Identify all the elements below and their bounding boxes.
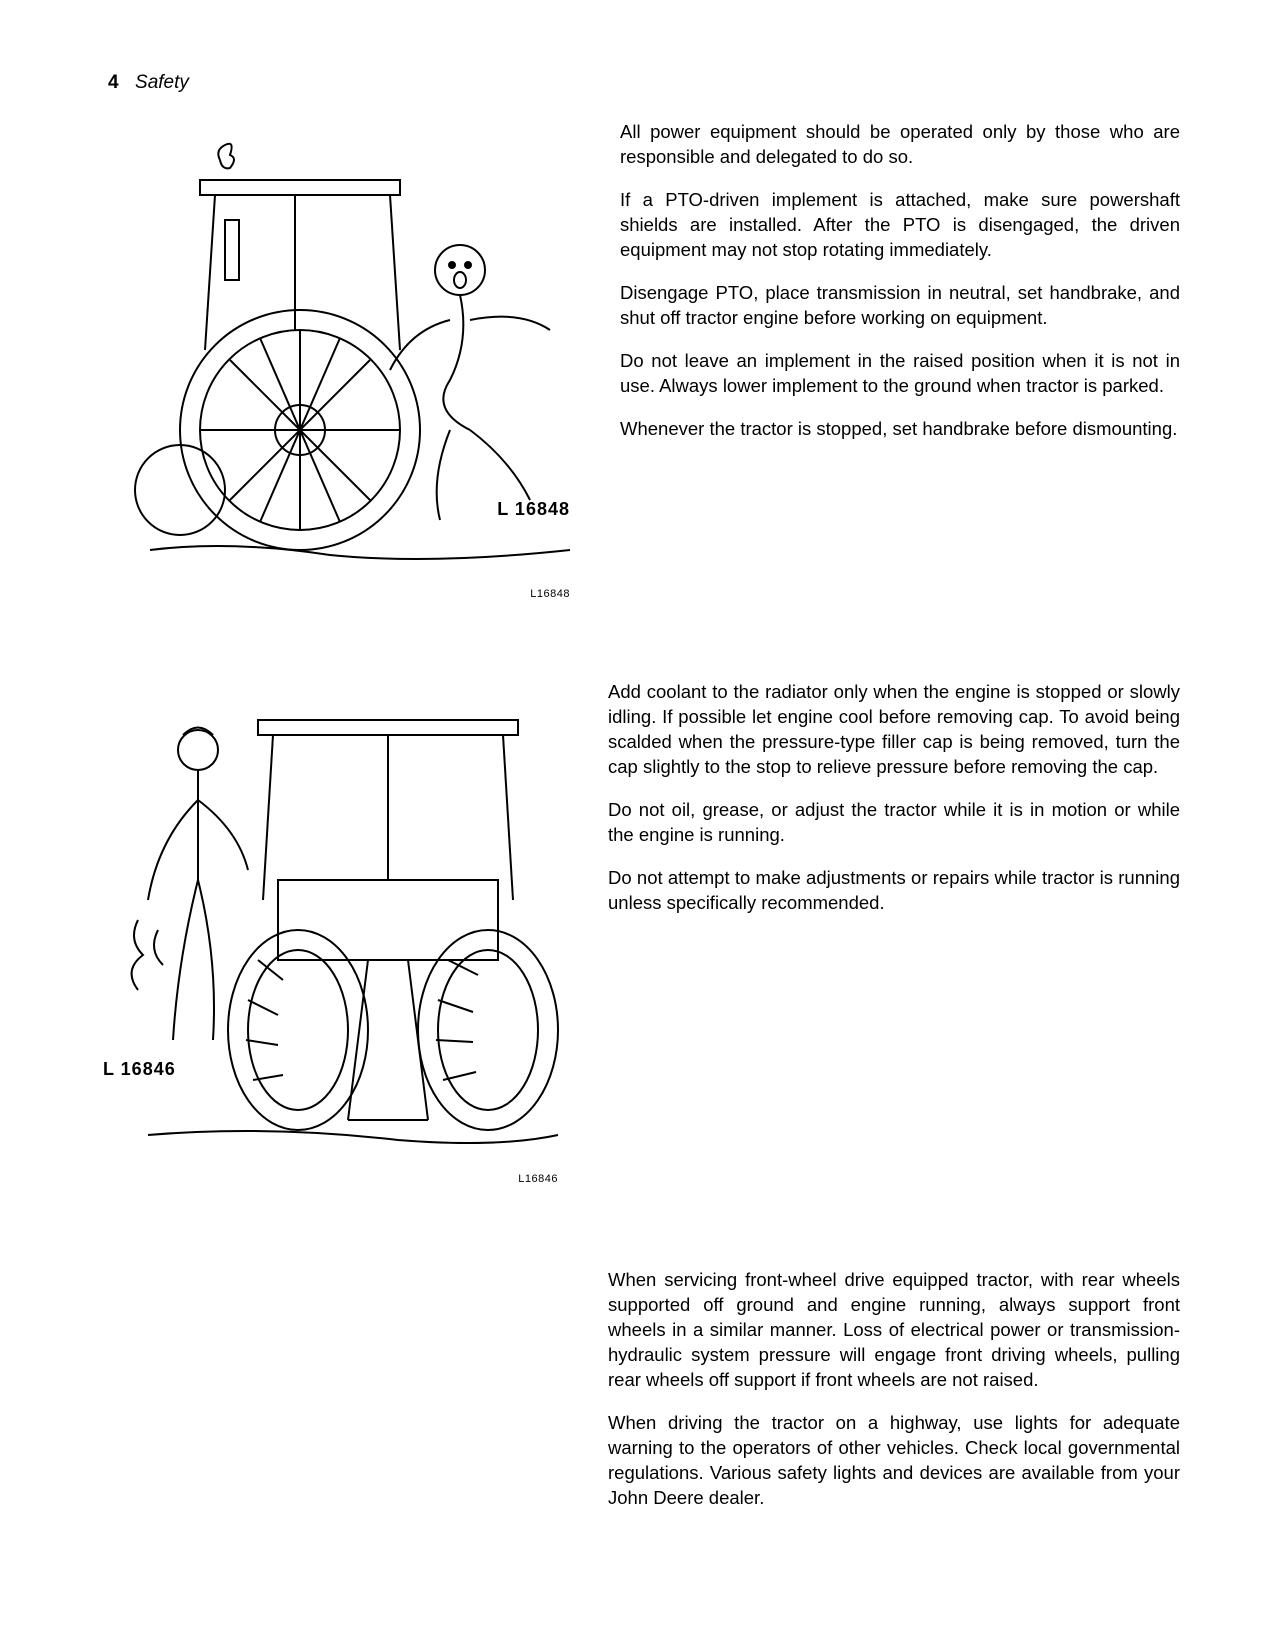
page-header: 4 Safety: [108, 72, 189, 94]
figure-label-small-2: L16846: [518, 1173, 558, 1185]
figure-illustration-1: L 16848 L16848: [130, 120, 580, 580]
paragraph: Add coolant to the radiator only when th…: [608, 680, 1180, 780]
text-column-3: When servicing front-wheel drive equippe…: [608, 1268, 1180, 1529]
paragraph: Whenever the tractor is stopped, set han…: [620, 417, 1180, 442]
figure-label-small-1: L16848: [530, 588, 570, 600]
tractor-rear-cartoon-icon: [118, 680, 568, 1180]
paragraph: Do not oil, grease, or adjust the tracto…: [608, 798, 1180, 848]
figure-label-bold-2: L 16846: [103, 1059, 176, 1080]
paragraph: All power equipment should be operated o…: [620, 120, 1180, 170]
content-section-3: When servicing front-wheel drive equippe…: [118, 1268, 1180, 1529]
paragraph: Do not attempt to make adjustments or re…: [608, 866, 1180, 916]
section-title: Safety: [135, 72, 189, 93]
figure-illustration-2: L 16846 L16846: [118, 680, 568, 1180]
paragraph: Disengage PTO, place transmission in neu…: [620, 281, 1180, 331]
text-column-2: Add coolant to the radiator only when th…: [608, 680, 1180, 1180]
figure-column-1: L 16848 L16848: [130, 120, 620, 580]
figure-column-3-empty: [118, 1268, 608, 1529]
figure-label-bold-1: L 16848: [497, 499, 570, 520]
paragraph: Do not leave an implement in the raised …: [620, 349, 1180, 399]
paragraph: When driving the tractor on a highway, u…: [608, 1411, 1180, 1511]
page-number: 4: [108, 72, 119, 93]
figure-column-2: L 16846 L16846: [118, 680, 608, 1180]
content-section-2: L 16846 L16846 Add coolant to the radiat…: [118, 680, 1180, 1180]
paragraph: If a PTO-driven implement is attached, m…: [620, 188, 1180, 263]
text-column-1: All power equipment should be operated o…: [620, 120, 1180, 580]
paragraph: When servicing front-wheel drive equippe…: [608, 1268, 1180, 1393]
content-section-1: L 16848 L16848 All power equipment shoul…: [130, 120, 1180, 580]
